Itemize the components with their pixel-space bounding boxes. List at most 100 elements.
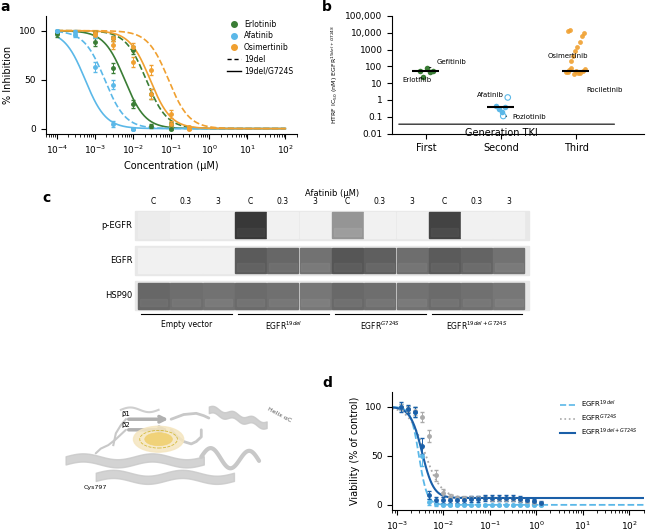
Text: Helix αC: Helix αC: [266, 407, 292, 424]
Bar: [237, 263, 265, 271]
Bar: [269, 298, 296, 306]
Text: C: C: [151, 197, 157, 206]
Bar: [170, 212, 202, 238]
Point: [571, 66, 581, 75]
Bar: [332, 212, 363, 238]
Y-axis label: % Inhibition: % Inhibition: [3, 46, 13, 104]
Bar: [237, 228, 265, 236]
Text: Osimertinib: Osimertinib: [547, 53, 588, 59]
Point: [564, 66, 575, 74]
Bar: [170, 283, 202, 309]
Point: [562, 27, 573, 36]
Text: β2: β2: [121, 422, 129, 428]
Bar: [463, 298, 490, 306]
Text: EGFR$^{19del+G724S}$: EGFR$^{19del+G724S}$: [447, 320, 508, 332]
Text: c: c: [42, 191, 51, 205]
Text: β1: β1: [121, 412, 130, 417]
Text: C: C: [345, 197, 350, 206]
Point: [573, 68, 584, 77]
Point: [415, 67, 425, 75]
Y-axis label: HTRF IC$_{50}$ (nM) EGFR$^{19del+G724S}$: HTRF IC$_{50}$ (nM) EGFR$^{19del+G724S}$: [330, 25, 340, 124]
Bar: [332, 283, 363, 309]
Bar: [138, 247, 169, 273]
Bar: [429, 247, 460, 273]
Bar: [429, 283, 460, 309]
Bar: [203, 247, 234, 273]
Point: [422, 64, 432, 73]
Point: [502, 93, 513, 102]
Point: [572, 42, 582, 51]
Bar: [461, 212, 492, 238]
Bar: [237, 298, 265, 306]
Bar: [398, 263, 426, 271]
Bar: [205, 298, 232, 306]
Bar: [138, 212, 169, 238]
Bar: [493, 247, 525, 273]
Bar: [300, 212, 331, 238]
Bar: [235, 283, 266, 309]
Bar: [269, 263, 296, 271]
Bar: [429, 212, 460, 238]
Bar: [493, 283, 525, 309]
Text: 3: 3: [216, 197, 221, 206]
Bar: [300, 247, 331, 273]
Point: [578, 67, 588, 75]
Bar: [364, 283, 395, 309]
Text: HSP90: HSP90: [105, 292, 132, 300]
X-axis label: Concentration (μM): Concentration (μM): [124, 161, 218, 171]
Text: 3: 3: [410, 197, 415, 206]
Text: 0.3: 0.3: [180, 197, 192, 206]
Text: 0.3: 0.3: [471, 197, 483, 206]
Bar: [267, 283, 298, 309]
Bar: [172, 298, 200, 306]
Point: [564, 67, 574, 76]
Text: a: a: [0, 0, 10, 14]
Point: [575, 69, 586, 78]
Bar: [430, 263, 458, 271]
Point: [418, 73, 428, 82]
Bar: [495, 298, 523, 306]
Bar: [396, 247, 428, 273]
Point: [425, 67, 436, 76]
Bar: [366, 263, 393, 271]
Text: Generation TKI: Generation TKI: [465, 128, 538, 138]
Bar: [366, 298, 393, 306]
Text: Empty vector: Empty vector: [161, 320, 213, 329]
Text: C: C: [248, 197, 254, 206]
Text: Rociletinib: Rociletinib: [586, 87, 623, 93]
Text: 3: 3: [506, 197, 512, 206]
Bar: [267, 247, 298, 273]
Bar: [203, 283, 234, 309]
Point: [570, 47, 580, 55]
Bar: [332, 247, 363, 273]
Bar: [398, 298, 426, 306]
Point: [569, 70, 579, 78]
Ellipse shape: [133, 426, 184, 452]
Bar: [364, 247, 395, 273]
Bar: [302, 298, 329, 306]
Point: [580, 65, 590, 74]
Text: p-EGFR: p-EGFR: [101, 221, 132, 230]
Text: EGFR$^{19del}$: EGFR$^{19del}$: [265, 320, 302, 332]
Text: Poziotinib: Poziotinib: [506, 114, 546, 121]
Text: Afatinib (μM): Afatinib (μM): [305, 189, 359, 198]
Point: [491, 101, 502, 110]
Bar: [495, 263, 523, 271]
Text: d: d: [322, 376, 332, 390]
Point: [577, 32, 587, 41]
Bar: [463, 263, 490, 271]
Point: [565, 25, 575, 34]
Legend: EGFR$^{19del}$, EGFR$^{G724S}$, EGFR$^{19del+G724S}$: EGFR$^{19del}$, EGFR$^{G724S}$, EGFR$^{1…: [557, 396, 640, 441]
Bar: [203, 212, 234, 238]
Bar: [170, 247, 202, 273]
Point: [566, 64, 577, 73]
Text: Afatinib: Afatinib: [477, 92, 504, 98]
Bar: [364, 212, 395, 238]
Point: [575, 37, 585, 46]
Y-axis label: Viability (% of control): Viability (% of control): [350, 397, 359, 505]
Text: 3: 3: [313, 197, 318, 206]
Text: Cys797: Cys797: [83, 485, 107, 490]
Bar: [302, 263, 329, 271]
Point: [561, 68, 571, 76]
Point: [493, 105, 504, 114]
